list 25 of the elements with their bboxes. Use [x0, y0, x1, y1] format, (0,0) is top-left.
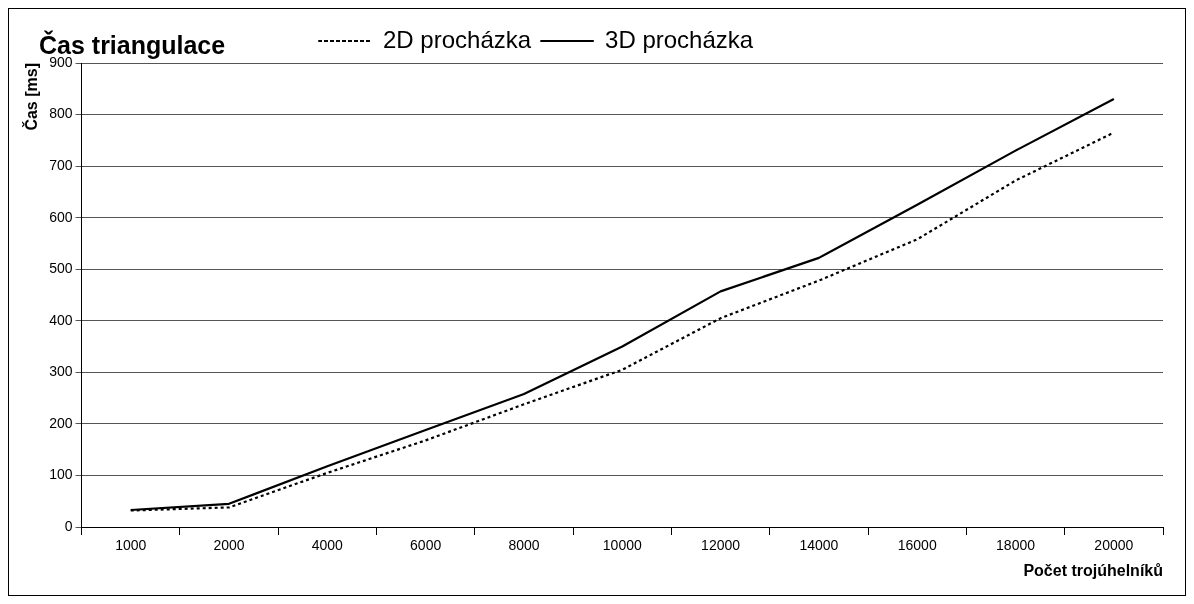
- y-axis-title: Čas [ms]: [22, 63, 41, 131]
- legend-label: 2D procházka: [383, 25, 532, 53]
- x-tick-label: 4000: [311, 537, 344, 554]
- y-tick-label: 0: [64, 517, 73, 534]
- y-tick-label: 300: [49, 363, 73, 380]
- y-tick-label: 700: [49, 156, 73, 173]
- x-tick-label: 8000: [508, 537, 540, 554]
- y-tick-label: 400: [49, 311, 73, 328]
- y-tick-label: 900: [49, 53, 73, 70]
- x-tick-label: 1000: [115, 537, 147, 554]
- x-axis-title: Počet trojúhelníků: [1023, 561, 1163, 579]
- x-tick-label: 10000: [602, 537, 642, 554]
- legend-label: 3D procházka: [605, 25, 754, 53]
- y-tick-label: 600: [49, 208, 73, 225]
- x-tick-label: 6000: [410, 537, 442, 554]
- y-tick-label: 800: [49, 105, 73, 122]
- x-tick-label: 14000: [799, 537, 839, 554]
- y-tick-label: 500: [49, 260, 73, 277]
- y-tick-label: 100: [49, 466, 73, 483]
- x-tick-label: 18000: [996, 537, 1036, 554]
- x-tick-label: 2000: [213, 537, 245, 554]
- x-tick-label: 12000: [701, 537, 741, 554]
- x-tick-label: 20000: [1094, 537, 1134, 554]
- y-tick-label: 200: [49, 414, 73, 431]
- x-tick-label: 16000: [897, 537, 937, 554]
